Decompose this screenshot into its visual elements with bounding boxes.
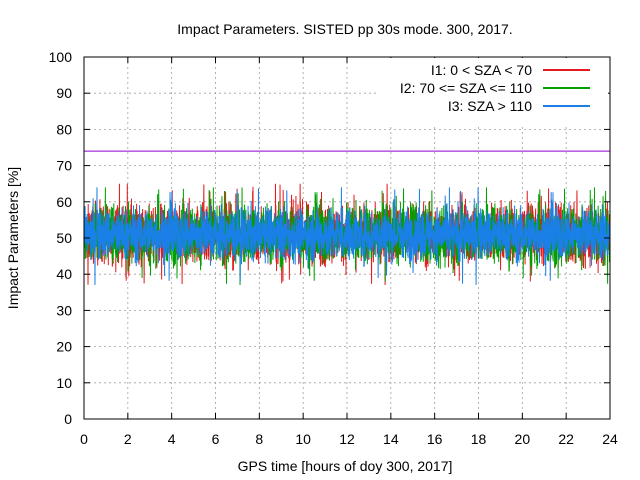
x-tick-label: 22 bbox=[558, 431, 574, 447]
x-tick-label: 2 bbox=[124, 431, 132, 447]
legend-label-i2: I2: 70 <= SZA <= 110 bbox=[400, 80, 532, 96]
x-tick-label: 12 bbox=[339, 431, 355, 447]
x-tick-label: 16 bbox=[427, 431, 443, 447]
y-tick-label: 20 bbox=[56, 339, 72, 355]
legend: I1: 0 < SZA < 70 I2: 70 <= SZA <= 110 I3… bbox=[378, 58, 608, 124]
x-tick-label: 0 bbox=[80, 431, 88, 447]
x-tick-label: 18 bbox=[471, 431, 487, 447]
series-group bbox=[83, 183, 611, 286]
y-tick-label: 70 bbox=[56, 158, 72, 174]
x-tick-label: 6 bbox=[212, 431, 220, 447]
y-tick-label: 40 bbox=[56, 266, 72, 282]
x-tick-label: 8 bbox=[255, 431, 263, 447]
x-axis-label: GPS time [hours of doy 300, 2017] bbox=[238, 458, 453, 474]
y-tick-label: 50 bbox=[56, 230, 72, 246]
y-axis-label: Impact Parameters [%] bbox=[5, 167, 21, 309]
x-tick-label: 10 bbox=[295, 431, 311, 447]
legend-label-i1: I1: 0 < SZA < 70 bbox=[431, 62, 532, 78]
x-tick-label: 4 bbox=[168, 431, 176, 447]
y-tick-label: 30 bbox=[56, 302, 72, 318]
x-tick-label: 24 bbox=[602, 431, 618, 447]
x-tick-label: 14 bbox=[383, 431, 399, 447]
y-tick-label: 80 bbox=[56, 121, 72, 137]
y-tick-label: 100 bbox=[49, 49, 73, 65]
series-line-i3 bbox=[83, 187, 611, 286]
chart-title: Impact Parameters. SISTED pp 30s mode. 3… bbox=[177, 21, 512, 37]
y-tick-label: 10 bbox=[56, 375, 72, 391]
legend-label-i3: I3: SZA > 110 bbox=[448, 98, 532, 114]
y-tick-label: 0 bbox=[64, 411, 72, 427]
x-tick-label: 20 bbox=[515, 431, 531, 447]
y-tick-label: 60 bbox=[56, 194, 72, 210]
y-tick-label: 90 bbox=[56, 85, 72, 101]
